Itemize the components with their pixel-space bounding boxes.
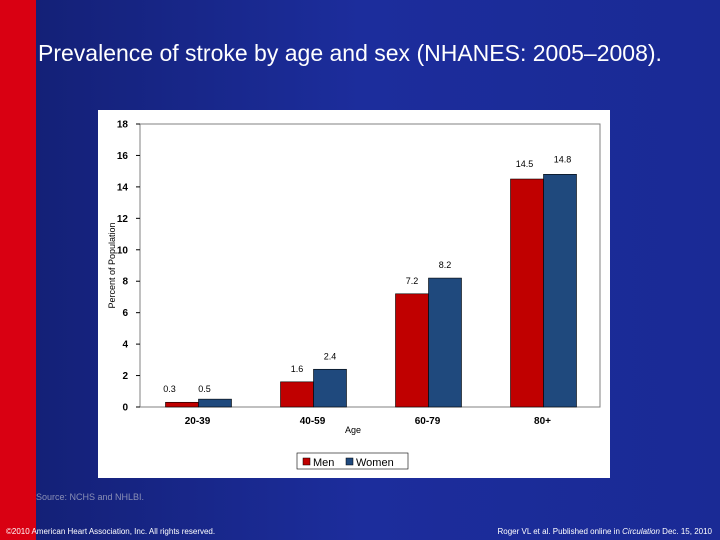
y-tick-label: 0 bbox=[122, 403, 128, 414]
source-note: Source: NCHS and NHLBI. bbox=[36, 492, 145, 502]
y-tick-label: 8 bbox=[122, 277, 128, 288]
y-axis-label: Percent of Population bbox=[107, 222, 117, 308]
x-tick-label: 60-79 bbox=[415, 416, 441, 427]
bar-women bbox=[428, 277, 462, 408]
y-tick-label: 10 bbox=[117, 245, 129, 256]
bar-chart: 0 2 4 6 8 10 12 14 16 18 Percent of Population 20-3… bbox=[107, 120, 601, 470]
data-label: 14.5 bbox=[516, 159, 534, 169]
x-axis-label: Age bbox=[345, 425, 361, 435]
y-tick-label: 4 bbox=[122, 340, 128, 351]
bar-women bbox=[543, 174, 577, 408]
y-tick-label: 16 bbox=[117, 151, 129, 162]
data-label: 2.4 bbox=[324, 351, 337, 361]
bar-men bbox=[165, 401, 199, 408]
bar-women bbox=[198, 398, 232, 408]
legend-label-women: Women bbox=[356, 457, 394, 469]
x-tick-label: 40-59 bbox=[300, 416, 326, 427]
accent-bar bbox=[0, 0, 36, 540]
chart-panel: 0 2 4 6 8 10 12 14 16 18 Percent of Population 20-3… bbox=[98, 110, 610, 478]
citation-suffix: Dec. 15, 2010 bbox=[659, 527, 712, 536]
data-label: 1.6 bbox=[291, 364, 304, 374]
bar-men bbox=[280, 381, 314, 408]
bar-women bbox=[313, 368, 347, 408]
x-tick-label: 20-39 bbox=[185, 416, 211, 427]
data-label: 0.3 bbox=[163, 384, 176, 394]
plot-frame bbox=[139, 123, 601, 408]
citation-prefix: Roger VL et al. Published online in bbox=[497, 527, 623, 536]
x-tick-label: 80+ bbox=[534, 416, 551, 427]
y-tick-label: 6 bbox=[122, 308, 128, 319]
legend-swatch-women bbox=[345, 457, 354, 466]
citation-notice: Roger VL et al. Published online in Circ… bbox=[497, 527, 712, 536]
y-tick-label: 18 bbox=[117, 120, 129, 131]
legend-swatch-men bbox=[302, 457, 311, 466]
legend-label-men: Men bbox=[313, 457, 334, 469]
citation-journal: Circulation bbox=[622, 527, 660, 536]
y-tick-label: 12 bbox=[117, 214, 129, 225]
data-label: 0.5 bbox=[198, 384, 211, 394]
y-tick-label: 2 bbox=[122, 371, 128, 382]
y-tick-label: 14 bbox=[117, 182, 129, 193]
bar-men bbox=[510, 178, 544, 408]
copyright-notice: ©2010 American Heart Association, Inc. A… bbox=[6, 527, 216, 536]
data-label: 14.8 bbox=[554, 154, 572, 164]
data-label: 7.2 bbox=[406, 276, 419, 286]
slide-title: Prevalence of stroke by age and sex (NHA… bbox=[38, 40, 662, 66]
bar-men bbox=[395, 293, 429, 408]
data-label: 8.2 bbox=[439, 260, 452, 270]
